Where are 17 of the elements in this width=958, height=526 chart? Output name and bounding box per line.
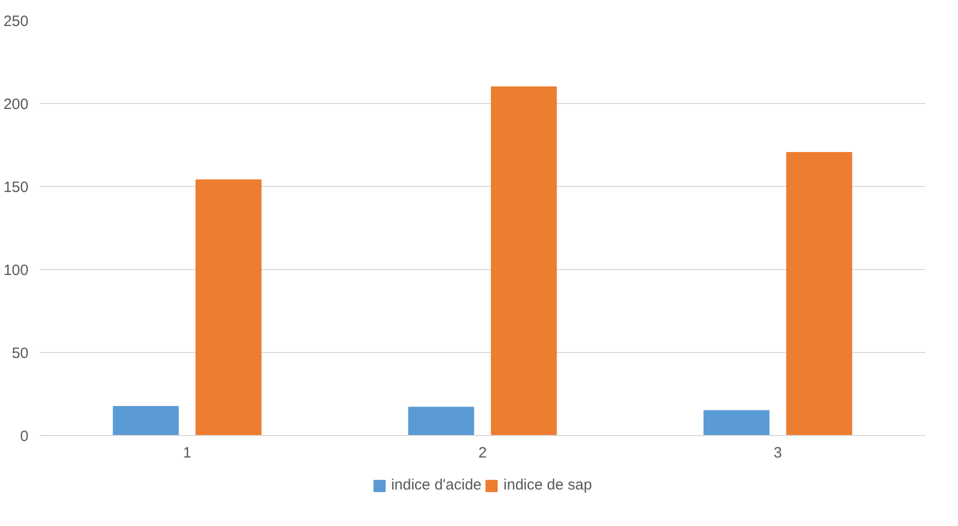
y-tick-label: 0 [20,428,28,445]
y-tick-label: 50 [12,345,29,362]
bar [704,410,770,436]
legend-label: indice de sap [504,476,592,494]
bar [112,406,179,436]
bar [786,152,852,436]
bar [490,86,557,436]
bar [196,179,262,436]
bar [408,406,474,436]
y-tick-label: 150 [3,179,29,196]
x-tick-label: 2 [478,444,487,462]
y-tick-label: 100 [3,262,29,279]
x-tick-label: 1 [182,444,192,462]
y-tick-label: 250 [3,13,29,30]
y-tick-label: 200 [3,96,29,113]
legend-label: indice d'acide [391,476,482,494]
x-tick-label: 3 [774,444,782,462]
